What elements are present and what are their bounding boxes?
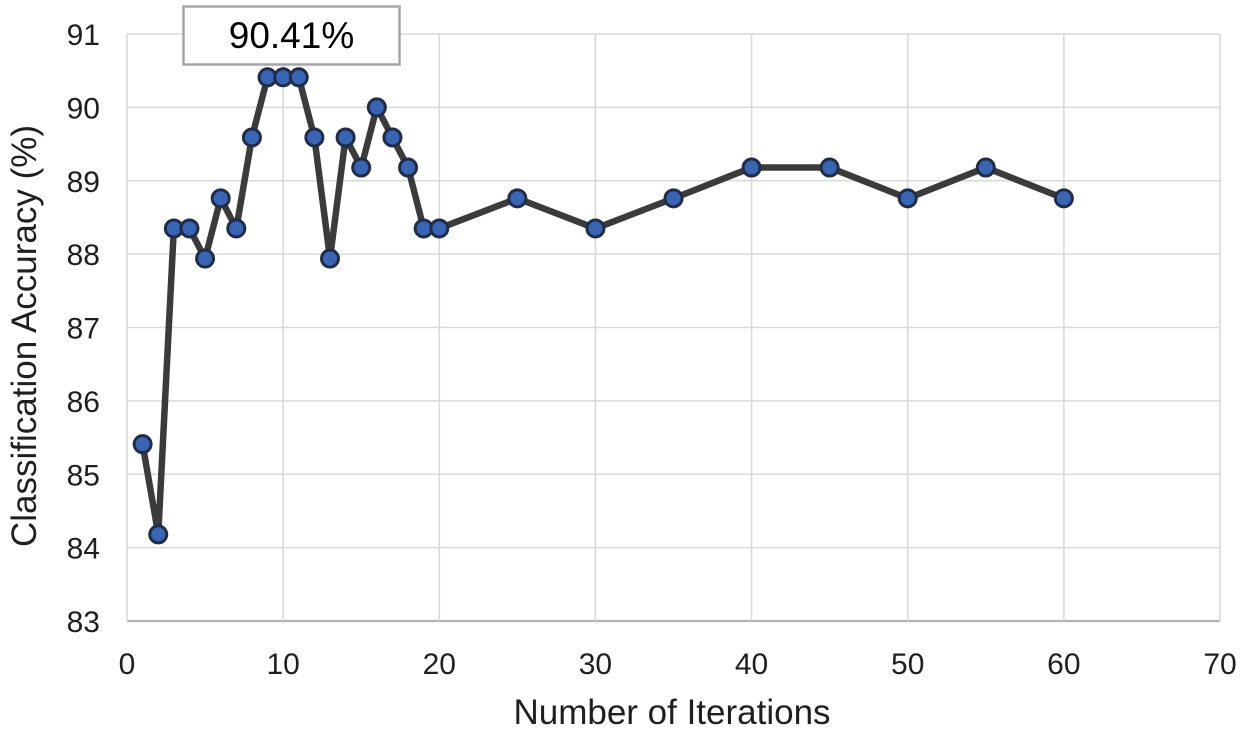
data-point-marker — [195, 248, 216, 269]
x-tick-label: 10 — [266, 648, 299, 681]
data-point-marker — [148, 524, 169, 545]
y-tick-label: 83 — [67, 606, 100, 639]
y-axis-title: Classification Accuracy (%) — [5, 125, 44, 547]
peak-annotation: 90.41% — [182, 5, 401, 66]
y-tick-label: 88 — [67, 239, 100, 272]
y-tick-label: 90 — [67, 92, 100, 125]
data-point-marker — [819, 157, 840, 178]
series-line — [139, 74, 1068, 538]
x-tick-label: 40 — [735, 648, 768, 681]
annotation-box — [182, 5, 401, 66]
data-point-marker — [975, 157, 996, 178]
data-point-marker — [304, 127, 325, 148]
y-tick-label: 91 — [67, 19, 100, 52]
annotation-label: 90.41% — [229, 15, 355, 56]
y-tick-label: 85 — [67, 459, 100, 492]
data-point-marker — [351, 157, 372, 178]
data-point-marker — [897, 188, 918, 209]
x-tick-label: 70 — [1203, 648, 1236, 681]
data-point-marker — [382, 127, 403, 148]
y-tick-label: 84 — [67, 533, 100, 566]
x-tick-label: 30 — [579, 648, 612, 681]
data-point-marker — [210, 188, 231, 209]
data-point-marker — [398, 157, 419, 178]
data-point-marker — [663, 188, 684, 209]
y-tick-label: 89 — [67, 166, 100, 199]
data-point-marker — [241, 127, 262, 148]
x-axis-title: Number of Iterations — [513, 693, 830, 732]
x-tick-label: 0 — [119, 648, 136, 681]
gridlines — [126, 33, 1221, 623]
data-point-marker — [1053, 188, 1074, 209]
x-tick-label: 60 — [1047, 648, 1080, 681]
data-point-marker — [132, 434, 153, 455]
data-point-marker — [741, 157, 762, 178]
x-tick-label: 20 — [423, 648, 456, 681]
x-tick-label: 50 — [891, 648, 924, 681]
data-point-marker — [319, 248, 340, 269]
tick-labels: 83 84 85 86 87 88 89 90 91 0 10 20 30 40 50 60 70 — [67, 19, 1237, 681]
data-point-marker — [288, 67, 309, 88]
data-point-marker — [585, 218, 606, 239]
data-point-marker — [507, 188, 528, 209]
data-point-marker — [226, 218, 247, 239]
data-point-marker — [366, 97, 387, 118]
data-point-marker — [179, 218, 200, 239]
data-series — [132, 67, 1074, 545]
y-tick-label: 86 — [67, 386, 100, 419]
data-point-marker — [335, 127, 356, 148]
data-point-marker — [429, 218, 450, 239]
y-tick-label: 87 — [67, 313, 100, 346]
